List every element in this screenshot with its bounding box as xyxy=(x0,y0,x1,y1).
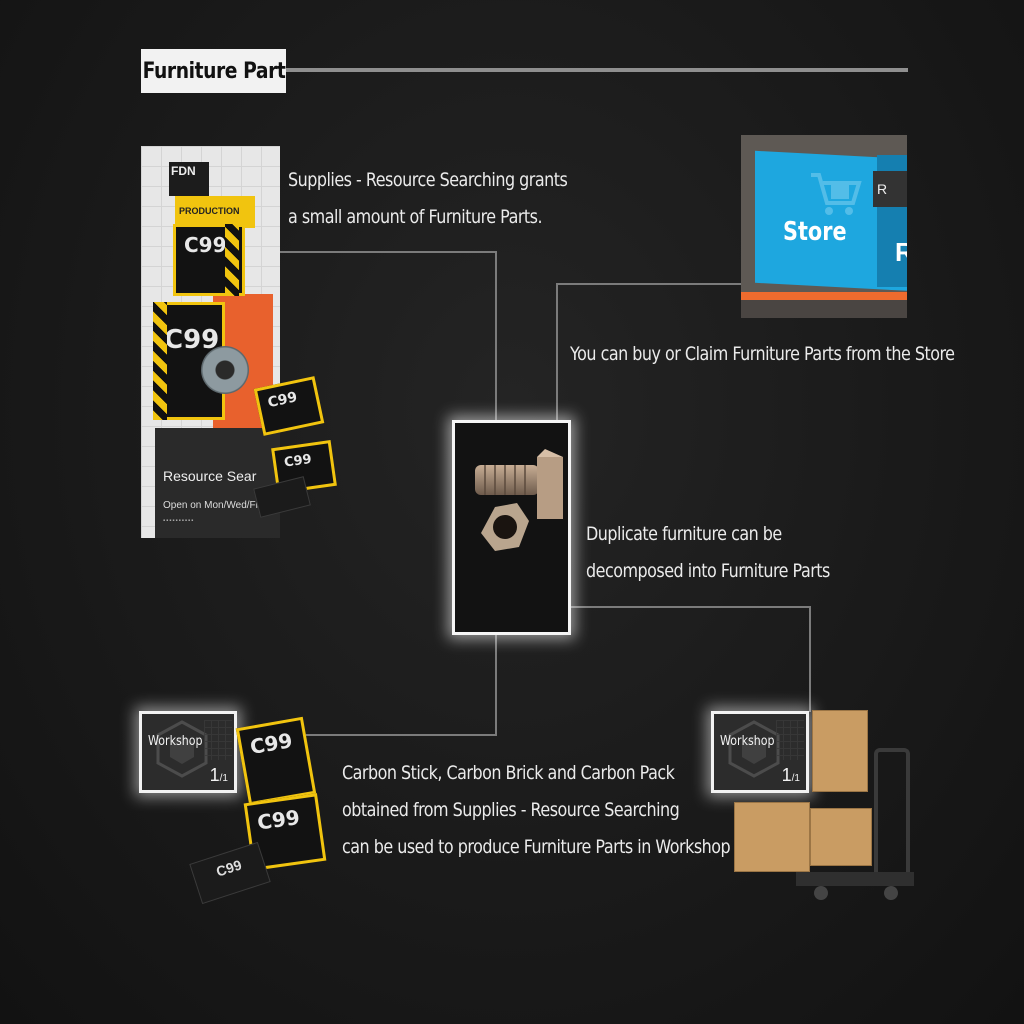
cart-handle xyxy=(874,748,910,876)
count-total: /1 xyxy=(791,773,800,784)
tile-pattern xyxy=(204,720,232,760)
resource-searching-image: FDN PRODUCTION C99 C99 Resource Sear Ope… xyxy=(141,146,280,538)
cardboard-cart-illustration xyxy=(734,708,914,908)
description-line: decomposed into Furniture Parts xyxy=(586,560,830,583)
description-line: can be used to produce Furniture Parts i… xyxy=(342,836,731,859)
description-line: Carbon Stick, Carbon Brick and Carbon Pa… xyxy=(342,762,675,784)
connector-store-horizontal xyxy=(556,283,742,285)
workshop-label: Workshop xyxy=(720,734,775,749)
production-label: PRODUCTION xyxy=(179,206,240,216)
connector-bottom-horizontal xyxy=(239,734,497,736)
title-divider xyxy=(286,68,908,72)
decorative-dashes: ▪▪▪▪▪▪▪▪▪▪ xyxy=(163,518,195,524)
section-title: Furniture Part xyxy=(142,58,285,84)
c99-label: C99 xyxy=(255,804,302,835)
count-value: 1 xyxy=(209,765,220,785)
section-title-box: Furniture Part xyxy=(141,49,286,93)
cardboard-box xyxy=(812,710,868,792)
count-value: 1 xyxy=(781,765,792,785)
connector-store-vertical xyxy=(556,283,558,421)
workshop-count: 1/1 xyxy=(210,765,228,786)
carbon-pack-icon: C99 xyxy=(253,376,325,436)
workshop-description: Carbon Stick, Carbon Brick and Carbon Pa… xyxy=(342,755,731,866)
furniture-part-card xyxy=(452,420,571,635)
carbon-materials-cluster-bottom: C99 C99 C99 xyxy=(189,712,340,917)
cardboard-box xyxy=(810,808,872,866)
store-orange-strip xyxy=(741,292,907,300)
workshop-card-right: Workshop 1/1 xyxy=(711,711,809,793)
production-banner: PRODUCTION xyxy=(175,196,255,228)
carbon-pack-icon: C99 xyxy=(235,716,317,806)
workshop-label: Workshop xyxy=(148,734,203,749)
hazard-stripe xyxy=(225,224,239,296)
connector-bottom-vertical xyxy=(495,635,497,735)
store-description: You can buy or Claim Furniture Parts fro… xyxy=(570,336,955,373)
resource-search-title: Resource Sear xyxy=(163,468,257,484)
cart-base xyxy=(796,872,914,886)
tile-pattern xyxy=(776,720,804,760)
description-line: You can buy or Claim Furniture Parts fro… xyxy=(570,343,955,365)
resource-searching-description: Supplies - Resource Searching grants a s… xyxy=(288,162,568,236)
hex-nut-icon xyxy=(201,346,249,394)
cart-wheel xyxy=(814,886,828,900)
connector-left-vertical xyxy=(495,251,497,421)
store-image: Store R R xyxy=(741,135,907,318)
cardboard-box xyxy=(734,802,810,872)
resource-search-footer xyxy=(155,428,280,538)
connector-right-vertical xyxy=(809,606,811,712)
shopping-cart-icon xyxy=(811,173,862,215)
c99-label: C99 xyxy=(266,389,299,412)
hazard-stripe xyxy=(153,302,167,420)
fdn-banner xyxy=(169,162,209,196)
count-total: /1 xyxy=(219,773,228,784)
description-line: Supplies - Resource Searching grants xyxy=(288,169,568,191)
connector-left-horizontal xyxy=(280,251,496,253)
description-line: Duplicate furniture can be xyxy=(586,523,782,545)
store-cut-letter: R xyxy=(895,237,907,267)
c99-label: C99 xyxy=(283,451,313,471)
resource-search-schedule: Open on Mon/Wed/Fri/Sat/ xyxy=(163,500,280,511)
store-floor xyxy=(741,300,907,318)
fdn-label: FDN xyxy=(171,164,196,178)
bolt-and-nut-icon xyxy=(475,449,563,551)
description-line: a small amount of Furniture Parts. xyxy=(288,206,543,229)
connector-right-horizontal xyxy=(571,606,811,608)
store-label: Store xyxy=(783,217,847,247)
c99-label: C99 xyxy=(184,233,227,257)
carbon-materials-cluster: C99 C99 xyxy=(250,376,350,528)
decompose-description: Duplicate furniture can be decomposed in… xyxy=(586,516,830,590)
store-badge: R xyxy=(873,171,907,207)
carbon-stick-icon xyxy=(253,476,311,518)
cart-wheel xyxy=(884,886,898,900)
workshop-count: 1/1 xyxy=(782,765,800,786)
description-line: obtained from Supplies - Resource Search… xyxy=(342,799,680,822)
workshop-card-left: Workshop 1/1 xyxy=(139,711,237,793)
c99-label: C99 xyxy=(248,728,295,760)
